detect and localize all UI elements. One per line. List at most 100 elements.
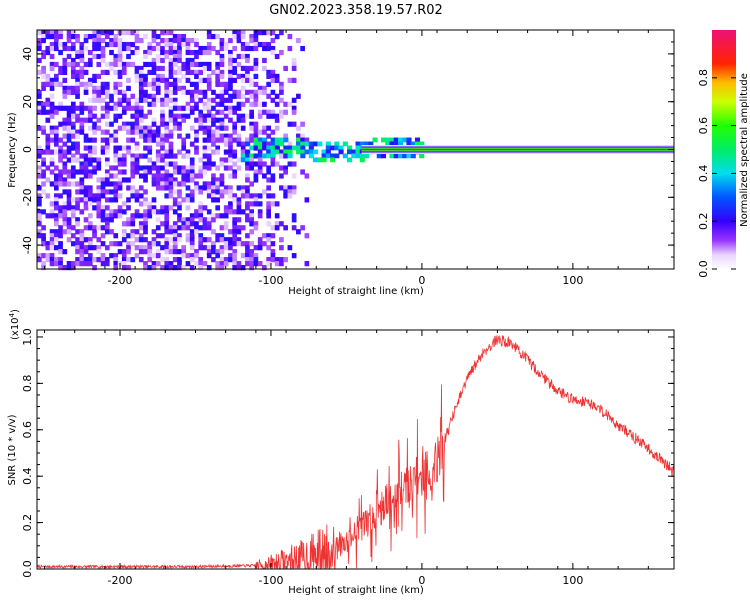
spectrogram-cell: [79, 125, 85, 131]
spectrogram-cell: [155, 225, 161, 231]
spectrogram-cell: [249, 81, 254, 87]
spectrogram-cell: [92, 225, 97, 231]
spectrogram-cell: [117, 69, 123, 76]
spectrogram-cell: [49, 30, 55, 36]
spectrogram-cell: [232, 33, 238, 40]
spectrogram-cell: [283, 185, 288, 191]
spectrogram-cell: [232, 65, 238, 72]
spectrogram-cell: [291, 225, 297, 231]
spectrogram-cell: [92, 233, 97, 239]
spectrogram-cell: [330, 145, 336, 151]
spectrogram-cell: [100, 30, 106, 36]
spectrogram-cell: [41, 169, 46, 175]
spectrogram-cell: [45, 101, 51, 107]
spectrogram-cell: [215, 205, 221, 211]
spectrogram-cell: [215, 117, 221, 123]
spectrogram-cell: [249, 265, 254, 271]
spectrogram-cell: [253, 253, 259, 259]
spectrogram-cell: [83, 165, 89, 171]
spectrogram-cell: [219, 225, 225, 231]
spectrogram-cell: [206, 49, 212, 56]
spectrogram-cell: [245, 193, 250, 199]
spectrogram-cell: [117, 241, 123, 247]
spectrogram-cell: [240, 101, 246, 107]
spectrogram-cell: [172, 209, 178, 215]
spectrogram-cell: [83, 197, 89, 203]
spectrogram-cell: [79, 109, 85, 115]
spectrogram-cell: [189, 245, 195, 251]
spectrogram-cell: [270, 69, 276, 76]
spectrogram-cell: [138, 85, 144, 91]
spectrogram-cell: [181, 197, 187, 203]
spectrogram-cell: [206, 137, 212, 143]
spectrogram-cell: [245, 45, 250, 52]
spectrogram-cell: [223, 125, 229, 131]
spectrogram-y-tick-label: 0: [21, 146, 34, 153]
spectrogram-cell: [240, 149, 246, 155]
spectrogram-cell: [160, 177, 165, 183]
spectrogram-cell: [240, 93, 246, 99]
spectrogram-cell: [66, 109, 72, 115]
spectrogram-cell: [117, 181, 123, 187]
spectrogram-cell: [198, 241, 204, 247]
spectrogram-cell: [143, 197, 148, 203]
spectrogram-cell: [274, 117, 280, 123]
spectrogram-y-tick-label: 40: [21, 47, 34, 61]
spectrogram-cell: [45, 245, 51, 251]
spectrogram-cell: [172, 113, 178, 119]
spectrogram-cell: [96, 249, 102, 255]
colorbar-tick-label: 0.2: [697, 212, 710, 230]
spectrogram-cell: [138, 89, 144, 95]
spectrogram-cell: [194, 173, 199, 179]
spectrogram-cell: [219, 249, 225, 255]
spectrogram-cell: [75, 33, 80, 40]
spectrogram-cell: [104, 93, 110, 99]
spectrogram-cell: [41, 85, 46, 91]
spectrogram-cell: [168, 141, 174, 147]
spectrogram-cell: [262, 45, 267, 52]
spectrogram-cell: [189, 241, 195, 247]
spectrogram-cell: [245, 149, 251, 155]
spectrogram-cell: [338, 145, 344, 151]
spectrogram-cell: [92, 193, 97, 199]
spectrogram-cell: [198, 89, 204, 95]
spectrogram-cell: [109, 65, 114, 72]
spectrogram-cell: [219, 137, 225, 143]
spectrogram-cell: [223, 213, 229, 219]
spectrogram-cell: [138, 225, 144, 231]
spectrogram-cell: [206, 193, 212, 199]
spectrogram-cell: [291, 189, 297, 195]
spectrogram-cell: [113, 165, 119, 171]
spectrogram-cell: [75, 89, 80, 95]
spectrogram-cell: [283, 149, 289, 155]
spectrogram-cell: [53, 125, 59, 131]
spectrogram-cell: [279, 173, 284, 179]
spectrogram-cell: [79, 69, 85, 76]
spectrogram-cell: [202, 77, 208, 83]
spectrogram-cell: [130, 173, 136, 179]
spectrogram-cell: [168, 229, 174, 235]
spectrogram-cell: [262, 141, 268, 147]
spectrogram-cell: [70, 105, 76, 111]
spectrogram-cell: [189, 229, 195, 235]
spectrogram-cell: [185, 169, 191, 175]
spectrogram-cell: [151, 65, 157, 72]
spectrogram-cell: [62, 181, 68, 187]
spectrogram-cell: [253, 93, 259, 99]
spectrogram-cell: [172, 77, 178, 83]
spectrogram-cell: [83, 81, 89, 87]
spectrogram-cell: [45, 109, 51, 115]
spectrogram-cell: [104, 81, 110, 87]
colorbar-tick-label: 0.0: [697, 260, 710, 278]
spectrogram-cell: [266, 237, 271, 243]
spectrogram-cell: [185, 225, 191, 231]
spectrogram-cell: [70, 101, 76, 107]
spectrogram-cell: [117, 249, 123, 255]
spectrogram-cell: [389, 137, 395, 143]
spectrogram-cell: [155, 233, 161, 239]
spectrogram-cell: [164, 49, 170, 56]
spectrogram-x-tick-label: -200: [108, 274, 133, 287]
spectrogram-cell: [151, 45, 157, 52]
spectrogram-cell: [198, 173, 204, 179]
spectrogram-cell: [223, 189, 229, 195]
